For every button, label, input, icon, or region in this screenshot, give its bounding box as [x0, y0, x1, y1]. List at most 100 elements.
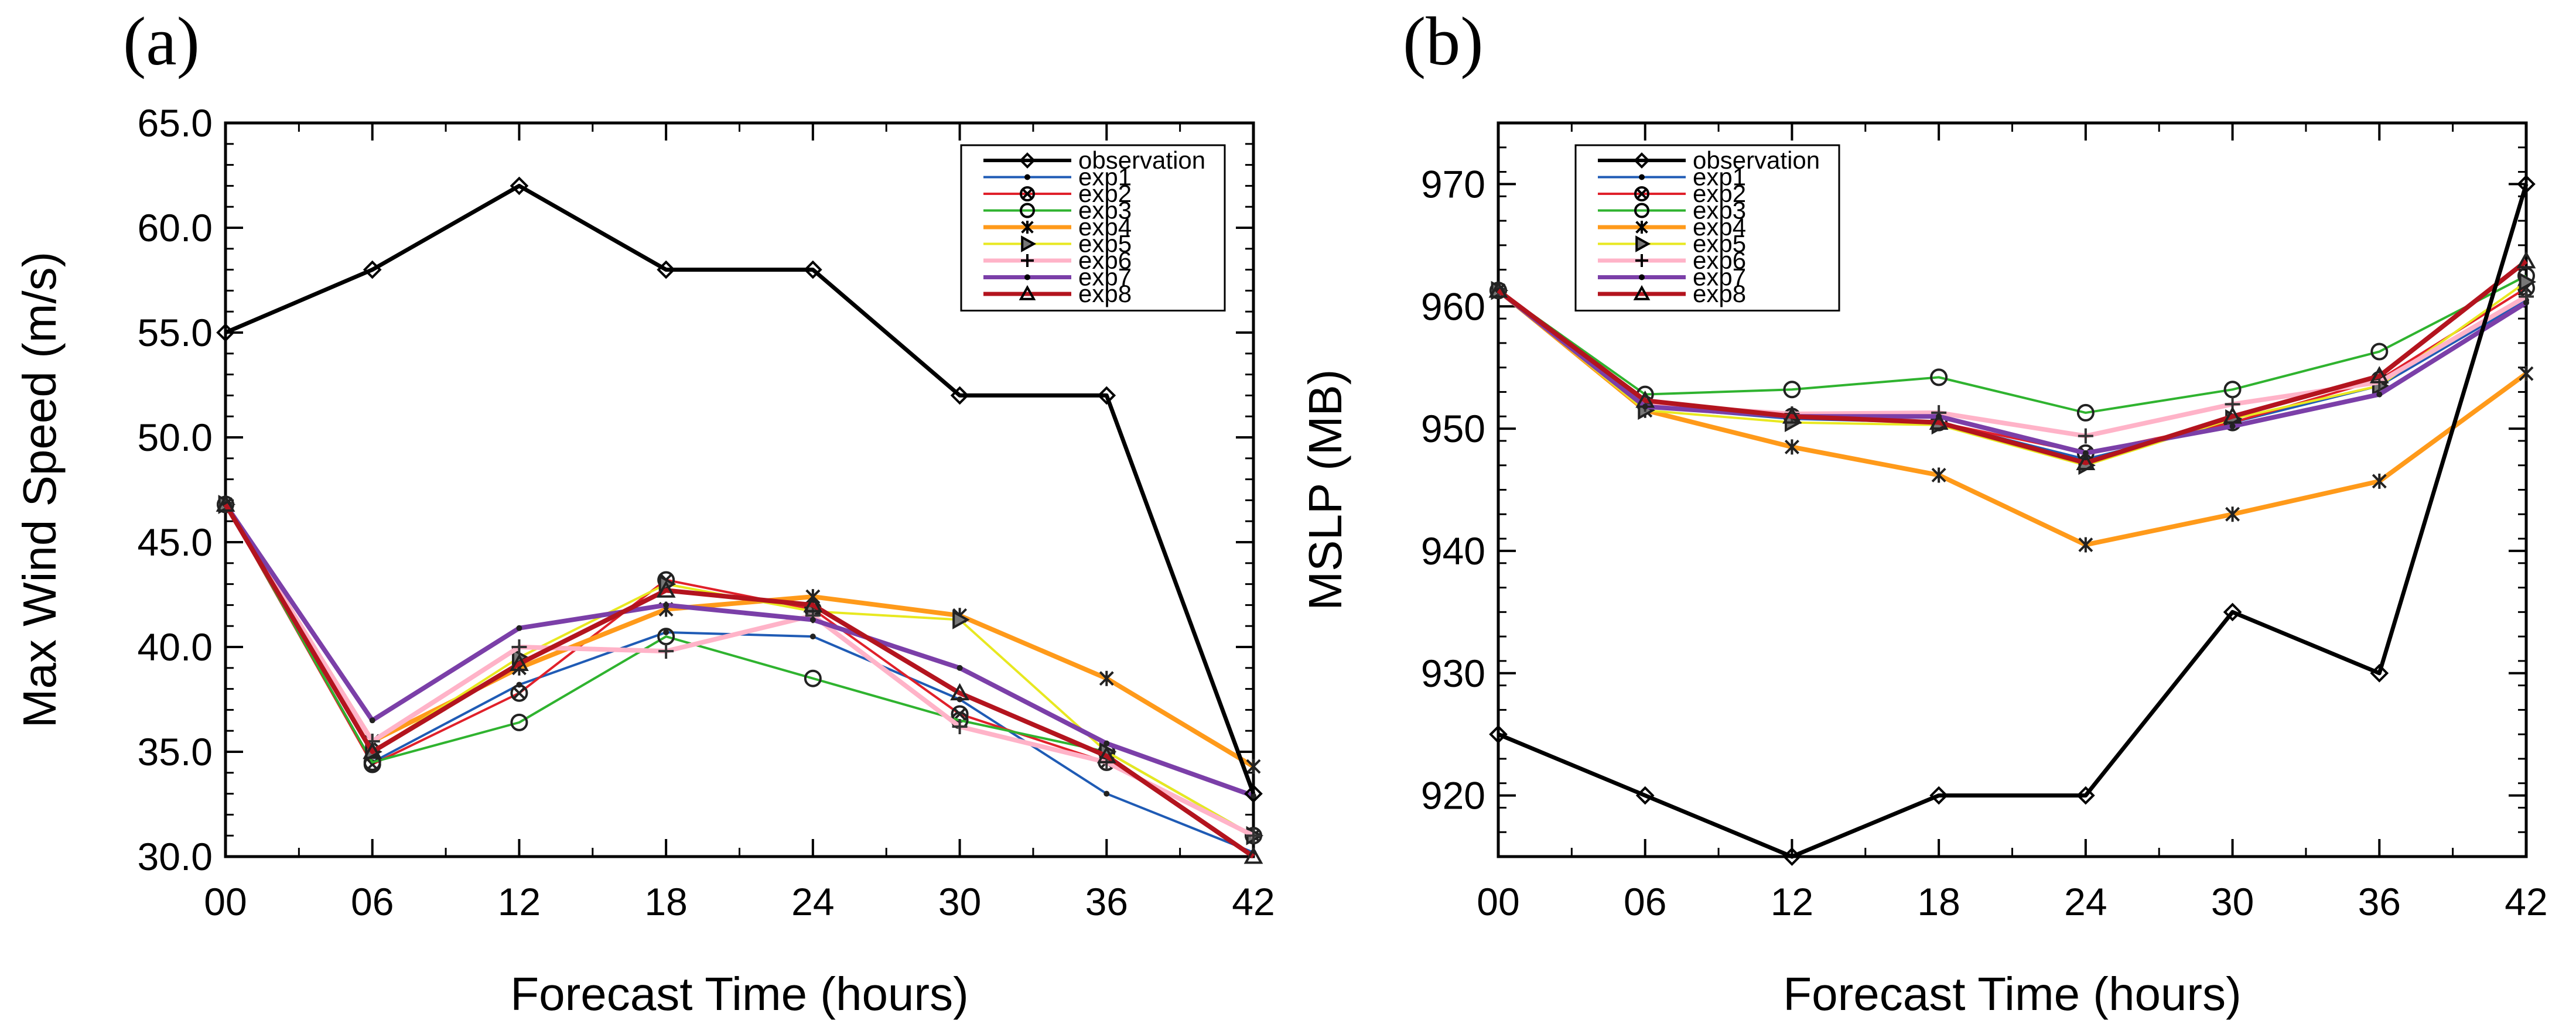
legend-label-exp8: exp8 [1078, 280, 1132, 307]
legend-entry: exp7 [983, 263, 1132, 291]
data-point-exp8 [1635, 390, 1655, 408]
legend-marker-exp7 [1024, 274, 1030, 280]
x-tick-label: 42 [2505, 880, 2547, 923]
legend-label-exp1: exp1 [1693, 163, 1746, 191]
y-tick-label: 920 [1421, 774, 1485, 817]
legend-entry: exp4 [1598, 213, 1746, 241]
data-point-exp6 [511, 639, 527, 655]
series-exp7 [1495, 287, 2529, 456]
x-axis-title: Forecast Time (hours) [1783, 968, 2241, 1020]
series-line-exp5 [224, 504, 1254, 837]
y-tick-label: 970 [1421, 162, 1485, 206]
data-point-observation [1097, 386, 1116, 405]
data-point-observation [1782, 847, 1802, 866]
data-point-observation [657, 260, 675, 279]
legend-label-exp8: exp8 [1693, 280, 1746, 307]
legend-marker-exp8 [1019, 285, 1036, 300]
x-axis-title: Forecast Time (hours) [510, 968, 968, 1020]
legend-entry: observation [983, 146, 1205, 174]
series-line-exp3 [1497, 275, 2527, 414]
series-line-exp6 [223, 503, 1255, 838]
series-line-exp4 [223, 503, 1255, 769]
series-exp7 [223, 501, 1256, 799]
series-line-exp8 [1497, 259, 2528, 465]
data-point-exp7 [2376, 391, 2383, 398]
legend-marker-exp2 [1020, 186, 1035, 201]
legend-marker-exp2-cross [1021, 188, 1033, 200]
data-point-exp8 [950, 683, 969, 701]
data-point-observation [1489, 725, 1508, 744]
y-tick-label: 60.0 [138, 206, 213, 249]
data-point-exp7 [516, 625, 522, 631]
series-line-exp4 [1497, 289, 2528, 547]
legend-entry: exp3 [983, 197, 1132, 224]
data-point-observation [1635, 786, 1655, 805]
data-point-exp8 [363, 741, 382, 759]
data-point-exp6 [952, 719, 968, 735]
y-axis-title: Max Wind Speed (m/s) [13, 252, 66, 728]
x-tick-label: 06 [1624, 880, 1666, 923]
legend-label-exp5: exp5 [1078, 230, 1132, 258]
data-point-exp4 [1784, 439, 1799, 455]
series-line-observation [224, 183, 1256, 795]
data-point-exp7 [1251, 793, 1256, 799]
data-point-exp8 [2369, 366, 2389, 384]
y-tick-label: 55.0 [138, 311, 213, 354]
y-tick-label: 960 [1421, 285, 1485, 328]
legend-label-exp6: exp6 [1078, 246, 1132, 274]
data-point-exp1 [809, 634, 816, 640]
data-point-observation [2076, 786, 2095, 805]
x-axis: 00 06 12 18 24 30 36 42 Forecast Time (hours) [1477, 123, 2548, 1020]
legend-marker-exp2-ring [1020, 186, 1035, 201]
series-line-exp6 [1497, 288, 2528, 439]
data-point-exp5 [2519, 272, 2537, 292]
data-point-exp4 [2078, 537, 2093, 553]
legend-entry: observation [1598, 146, 1820, 174]
series-line-exp5 [1497, 280, 2527, 467]
legend-marker-exp2-cross [1636, 188, 1648, 200]
x-tick-label: 30 [2211, 880, 2254, 923]
data-point-exp8 [803, 595, 823, 612]
y-axis-title: MSLP (MB) [1299, 369, 1351, 611]
legend-entry: exp4 [983, 213, 1132, 241]
data-point-exp2 [510, 684, 528, 702]
data-point-exp6 [658, 643, 674, 659]
legend: observationexp1exp2exp3exp4exp5exp6exp7e… [960, 144, 1226, 311]
series-exp8 [1488, 251, 2536, 470]
data-point-exp2-cross [513, 687, 525, 700]
legend-entry: exp5 [983, 230, 1132, 258]
series-observation [216, 176, 1263, 803]
legend-marker-exp3 [1020, 203, 1035, 218]
data-point-exp7 [809, 617, 816, 623]
data-point-observation [510, 176, 529, 196]
data-point-exp8 [1488, 280, 1508, 298]
data-point-exp8 [1243, 846, 1263, 864]
x-axis: 00 06 12 18 24 30 36 42 Forecast Time (hours) [204, 123, 1275, 1020]
series-line-exp2 [224, 504, 1254, 837]
series-line-observation [1497, 183, 2529, 859]
data-point-exp8 [1096, 746, 1116, 763]
data-point-exp8 [2223, 406, 2242, 424]
legend-label-exp3: exp3 [1078, 197, 1132, 224]
y-tick-label: 45.0 [138, 521, 213, 564]
series-line-exp7 [1497, 288, 2528, 456]
data-point-exp8 [216, 494, 235, 512]
data-point-exp3 [2370, 343, 2389, 361]
legend-entry: exp3 [1598, 197, 1746, 224]
data-point-observation [2517, 174, 2536, 194]
legend: observationexp1exp2exp3exp4exp5exp6exp7e… [1574, 144, 1840, 311]
y-tick-label: 930 [1421, 652, 1485, 695]
data-point-exp8 [2076, 453, 2096, 470]
data-point-exp2-ring [510, 684, 528, 702]
legend-entry: exp6 [983, 246, 1132, 274]
data-point-observation [1244, 784, 1263, 803]
y-axis: 920 930 940 950 960 970 MSLP (MB) [1299, 122, 2526, 858]
series-group [216, 176, 1264, 864]
legend-marker-exp8 [1633, 285, 1651, 300]
data-point-exp3 [804, 669, 822, 687]
legend-marker-exp2 [1634, 186, 1649, 201]
x-tick-label: 36 [1085, 880, 1128, 923]
data-point-exp3 [510, 713, 528, 731]
series-line-exp8 [223, 503, 1255, 859]
